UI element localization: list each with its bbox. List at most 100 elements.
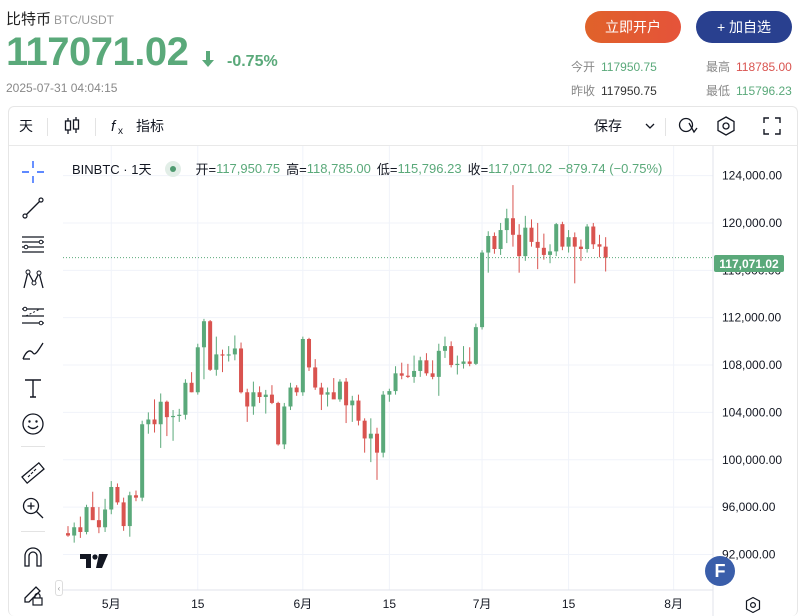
horizontal-lines-icon[interactable] — [20, 231, 46, 257]
candle — [554, 222, 559, 257]
candle — [381, 391, 386, 458]
pair-title: 比特币 BTC/USDT — [6, 8, 114, 29]
crosshair-icon[interactable] — [20, 159, 46, 185]
candle — [294, 385, 299, 396]
emoji-icon[interactable] — [20, 411, 46, 437]
candle — [541, 233, 546, 260]
candle — [560, 221, 565, 251]
y-tick-label: 120,000.00 — [722, 216, 782, 230]
candle — [337, 379, 342, 402]
candle — [195, 343, 200, 395]
fx-icon: f x — [111, 118, 123, 136]
x-tick-label: 15 — [562, 597, 576, 611]
add-watchlist-button[interactable]: + 加自选 — [696, 11, 792, 43]
candle — [109, 481, 114, 515]
y-tick-label: 92,000.00 — [722, 547, 776, 561]
candle — [430, 360, 435, 380]
broker-logo-icon[interactable]: F — [705, 556, 735, 586]
brush-icon[interactable] — [20, 339, 46, 365]
stat-high-label: 最高 — [706, 60, 731, 74]
zoom-in-icon[interactable] — [20, 495, 46, 521]
open-account-button[interactable]: 立即开户 — [585, 11, 681, 43]
svg-text:x: x — [118, 126, 123, 136]
candle — [473, 323, 478, 366]
fullscreen-icon[interactable] — [762, 116, 782, 136]
stat-open-label: 今开 — [571, 60, 596, 74]
indicators-button[interactable]: f x 指标 — [110, 116, 164, 136]
time-axis: 5月 15 6月 15 7月 15 8月 — [102, 597, 683, 611]
y-tick-label: 112,000.00 — [722, 311, 781, 325]
candle — [591, 222, 596, 250]
candle — [140, 420, 145, 502]
candle — [115, 483, 120, 505]
candle — [300, 336, 305, 396]
legend-close-value: 117,071.02 — [488, 161, 553, 176]
save-label: 保存 — [594, 118, 622, 134]
candle — [90, 491, 95, 521]
tradingview-logo-icon[interactable] — [79, 551, 109, 571]
ruler-icon[interactable] — [20, 460, 46, 486]
x-tick-label: 7月 — [473, 597, 492, 611]
trend-line-icon[interactable] — [20, 195, 46, 221]
candle — [467, 347, 472, 367]
measure-lines-icon[interactable] — [20, 303, 46, 329]
candle — [313, 359, 318, 390]
candle — [152, 399, 157, 433]
candle — [405, 363, 410, 379]
stat-prev-close-label: 昨收 — [571, 84, 596, 98]
text-icon[interactable] — [20, 375, 46, 401]
chevron-down-icon[interactable] — [644, 120, 656, 132]
change-percent: -0.75% — [227, 53, 278, 70]
candles-icon[interactable] — [63, 116, 81, 136]
settings-hex-icon[interactable] — [715, 115, 737, 137]
candle — [331, 378, 336, 400]
candle — [350, 395, 355, 422]
price-axis: 124,000.00120,000.00116,000.00112,000.00… — [722, 169, 782, 562]
candle — [517, 224, 522, 273]
candle — [164, 400, 169, 437]
stat-low-value: 115796.23 — [736, 84, 792, 98]
y-tick-label: 108,000.00 — [722, 358, 782, 372]
pair-name: 比特币 — [6, 11, 52, 28]
settings-hex-icon[interactable] — [744, 596, 762, 614]
candle — [121, 497, 126, 531]
candle — [96, 507, 101, 534]
timestamp: 2025-07-31 04:04:15 — [6, 81, 118, 95]
candle — [257, 386, 262, 403]
chart-legend: BINBTC · 1天 开= 117,950.75 高= 118,785.00 低=… — [72, 159, 662, 178]
lock-pencil-icon[interactable] — [20, 581, 46, 607]
candle — [523, 215, 528, 261]
candle — [529, 219, 534, 247]
last-price: 117071.02 — [6, 30, 189, 74]
candle — [263, 389, 268, 414]
x-tick-label: 8月 — [664, 597, 683, 611]
candle — [412, 355, 417, 383]
market-status-icon[interactable] — [165, 160, 182, 177]
x-tick-label: 15 — [191, 597, 205, 611]
candle — [226, 346, 231, 362]
candle — [307, 337, 312, 371]
collapse-toolbar-button[interactable]: ‹ — [55, 580, 63, 596]
alert-icon[interactable] — [677, 115, 699, 137]
pattern-icon[interactable] — [20, 267, 46, 293]
candlestick-chart[interactable]: 124,000.00120,000.00116,000.00112,000.00… — [63, 146, 797, 616]
candle — [418, 356, 423, 377]
svg-text:f: f — [111, 118, 117, 135]
toolbar-separator — [95, 118, 96, 136]
stat-low-label: 最低 — [706, 84, 731, 98]
legend-symbol: BINBTC · 1天 — [72, 162, 152, 177]
candle — [566, 230, 571, 253]
candles — [66, 185, 608, 543]
interval-button[interactable]: 天 — [19, 118, 33, 134]
chart-widget — [8, 106, 798, 616]
last-price-tag: 117,071.02 — [714, 255, 784, 272]
candle — [214, 336, 219, 376]
magnet-icon[interactable] — [20, 544, 46, 570]
candle — [189, 372, 194, 393]
y-tick-label: 96,000.00 — [722, 500, 776, 514]
toolbar-separator — [665, 118, 666, 136]
candle — [344, 378, 349, 424]
candle — [201, 318, 206, 380]
save-button[interactable]: 保存 — [594, 116, 622, 136]
candle — [375, 427, 379, 480]
